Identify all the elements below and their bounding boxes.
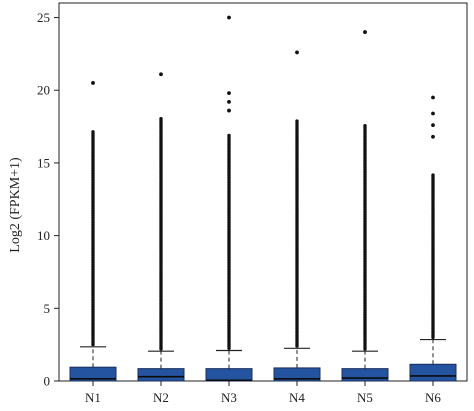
- outlier-point: [363, 30, 367, 34]
- outlier-point: [91, 130, 95, 134]
- outlier-point: [227, 108, 231, 113]
- outlier-point: [431, 111, 435, 116]
- outlier-point: [295, 119, 299, 123]
- outlier-point: [431, 173, 435, 177]
- box: [69, 366, 117, 382]
- outlier-point: [431, 123, 435, 128]
- outlier-point: [363, 124, 367, 128]
- outlier-point: [91, 81, 95, 85]
- plot-area: 0 5 10 15 20 25 N1 N2 N3 N4 N5 N6: [37, 2, 468, 405]
- outlier-point: [295, 50, 299, 55]
- y-tick-label: 25: [37, 10, 50, 25]
- box: [137, 368, 185, 382]
- y-tick-label: 15: [37, 155, 50, 170]
- box: [409, 363, 457, 382]
- outlier-point: [431, 95, 435, 100]
- x-tick-label: N1: [85, 390, 101, 405]
- y-tick-label: 5: [44, 301, 51, 316]
- plot-frame: [58, 2, 468, 382]
- box: [341, 368, 389, 382]
- outlier-point: [159, 117, 163, 121]
- outlier-point: [431, 134, 435, 139]
- y-tick-label: 0: [44, 374, 51, 389]
- y-tick-label: 20: [37, 83, 50, 98]
- outlier-point: [227, 99, 231, 104]
- outlier-point: [227, 15, 231, 20]
- outlier-point: [227, 91, 231, 96]
- y-tick-label: 10: [37, 228, 50, 243]
- x-tick-label: N2: [153, 390, 169, 405]
- x-tick-label: N6: [425, 390, 441, 405]
- box: [273, 367, 321, 382]
- box: [205, 368, 253, 382]
- outlier-point: [159, 72, 163, 77]
- x-tick-label: N4: [289, 390, 305, 405]
- outlier-point: [227, 133, 231, 138]
- x-tick-label: N5: [357, 390, 373, 405]
- x-tick-label: N3: [221, 390, 237, 405]
- y-axis-label: Log2 (FPKM+1): [8, 157, 23, 253]
